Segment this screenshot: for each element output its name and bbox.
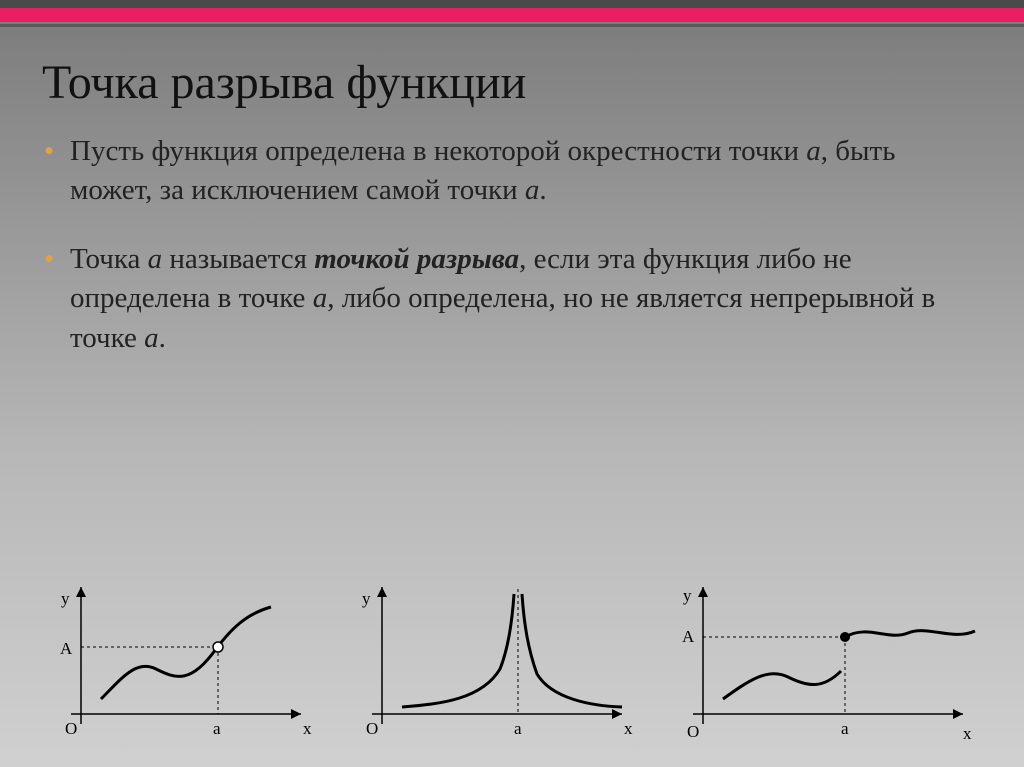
x-axis-label: x bbox=[303, 719, 312, 738]
y-axis-label: y bbox=[683, 586, 692, 605]
paragraph-2: Точка a называется точкой разрыва, если … bbox=[42, 240, 982, 357]
var-a: a bbox=[313, 282, 328, 314]
A-label: A bbox=[682, 627, 695, 646]
graph-removable: y A O a x bbox=[41, 579, 321, 749]
var-a: a bbox=[806, 135, 821, 167]
y-axis-label: y bbox=[61, 589, 70, 608]
origin-label: O bbox=[65, 719, 77, 738]
x-axis-label: x bbox=[624, 719, 633, 738]
text: . bbox=[539, 174, 546, 206]
a-label: a bbox=[841, 719, 849, 738]
accent-bar bbox=[0, 8, 1024, 22]
graph-svg: y A O a x bbox=[663, 579, 983, 749]
origin-label: O bbox=[366, 719, 378, 738]
text: называется bbox=[162, 243, 314, 275]
x-axis-label: x bbox=[963, 724, 972, 743]
text: Пусть функция определена в некоторой окр… bbox=[70, 135, 806, 167]
graph-infinite: y O a x bbox=[342, 579, 642, 749]
var-a: a bbox=[148, 243, 163, 275]
A-label: A bbox=[60, 639, 73, 658]
a-label: a bbox=[213, 719, 221, 738]
var-a: a bbox=[144, 322, 159, 354]
text: . bbox=[159, 322, 166, 354]
origin-label: O bbox=[687, 722, 699, 741]
slide-title: Точка разрыва функции bbox=[42, 55, 982, 110]
graph-jump: y A O a x bbox=[663, 579, 983, 749]
var-a: a bbox=[525, 174, 540, 206]
graph-svg: y A O a x bbox=[41, 579, 321, 749]
a-label: a bbox=[514, 719, 522, 738]
graph-svg: y O a x bbox=[342, 579, 642, 749]
y-axis-label: y bbox=[362, 589, 371, 608]
slide-content: Точка разрыва функции Пусть функция опре… bbox=[0, 27, 1024, 358]
top-dark-bar bbox=[0, 0, 1024, 8]
term-discontinuity: точкой разрыва bbox=[314, 243, 519, 275]
text: Точка bbox=[70, 243, 148, 275]
paragraph-1: Пусть функция определена в некоторой окр… bbox=[42, 132, 982, 210]
graphs-row: y A O a x y O a x bbox=[0, 579, 1024, 749]
